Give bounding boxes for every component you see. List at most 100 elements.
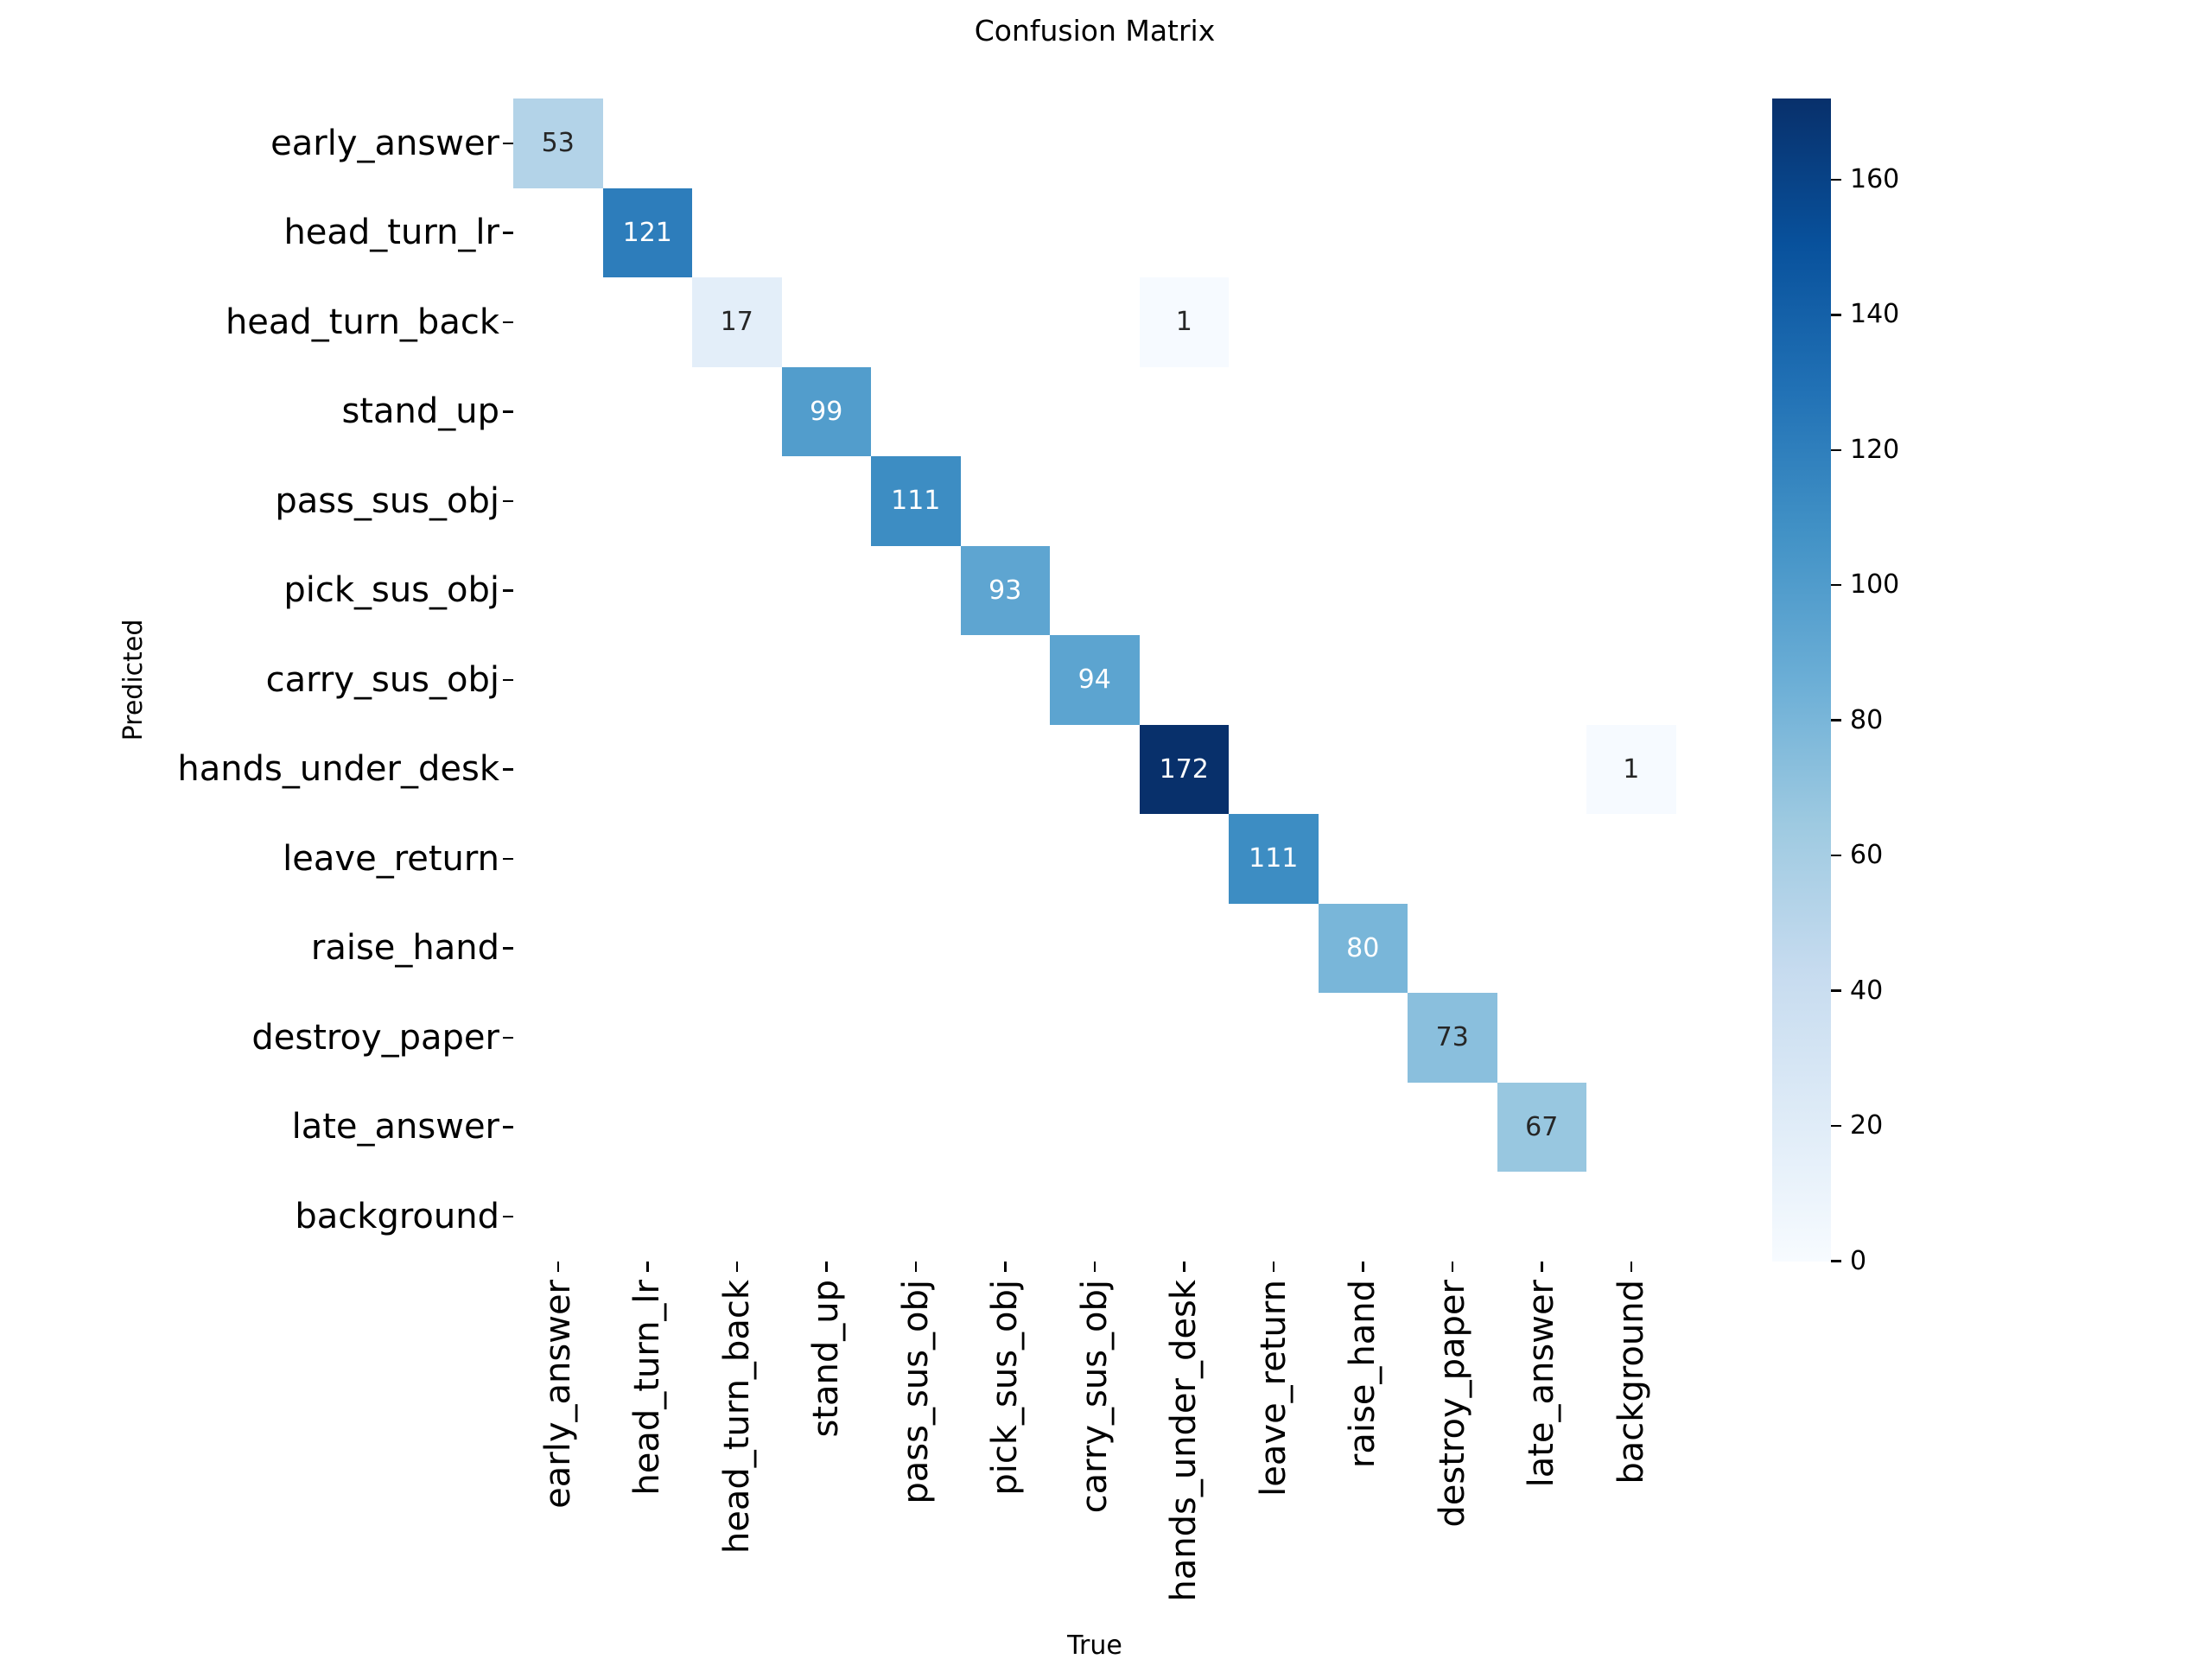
x-tick-label-carry_sus_obj: carry_sus_obj bbox=[1074, 1279, 1115, 1513]
colorbar-tick-label-40: 40 bbox=[1850, 975, 1884, 1006]
x-tick-mark bbox=[1362, 1261, 1364, 1272]
colorbar-tick-mark bbox=[1831, 719, 1841, 721]
colorbar-gradient bbox=[1772, 99, 1831, 1262]
x-tick-mark bbox=[1093, 1261, 1096, 1272]
heatmap-cell-leave_return-leave_return: 111 bbox=[1229, 814, 1319, 904]
cell-value: 172 bbox=[1159, 753, 1209, 785]
cell-value: 80 bbox=[1346, 932, 1380, 963]
y-tick-label-early_answer: early_answer bbox=[270, 123, 499, 163]
x-tick-label-head_turn_lr: head_turn_lr bbox=[627, 1279, 668, 1496]
y-tick-label-head_turn_lr: head_turn_lr bbox=[283, 213, 499, 253]
cell-value: 67 bbox=[1525, 1111, 1559, 1142]
y-tick-label-pick_sus_obj: pick_sus_obj bbox=[283, 570, 499, 611]
x-tick-label-head_turn_back: head_turn_back bbox=[716, 1279, 757, 1554]
x-tick-label-pick_sus_obj: pick_sus_obj bbox=[985, 1279, 1026, 1496]
colorbar-tick-mark bbox=[1831, 314, 1841, 316]
y-tick-mark bbox=[503, 768, 513, 771]
y-tick-label-destroy_paper: destroy_paper bbox=[251, 1017, 499, 1058]
cell-value: 1 bbox=[1175, 307, 1192, 338]
colorbar-tick-label-120: 120 bbox=[1850, 434, 1900, 465]
heatmap-cell-head_turn_back-head_turn_back: 17 bbox=[692, 277, 782, 367]
y-tick-label-hands_under_desk: hands_under_desk bbox=[177, 749, 499, 790]
x-tick-mark bbox=[1451, 1261, 1453, 1272]
x-tick-label-early_answer: early_answer bbox=[537, 1279, 578, 1509]
y-tick-mark bbox=[503, 499, 513, 502]
colorbar-tick-label-20: 20 bbox=[1850, 1110, 1884, 1141]
y-tick-mark bbox=[503, 857, 513, 860]
cell-value: 93 bbox=[988, 575, 1022, 606]
chart-title: Confusion Matrix bbox=[974, 14, 1216, 48]
y-tick-mark bbox=[503, 1126, 513, 1128]
x-tick-mark bbox=[914, 1261, 917, 1272]
y-tick-mark bbox=[503, 1215, 513, 1217]
heatmap-cell-hands_under_desk-background: 1 bbox=[1586, 724, 1676, 814]
x-tick-label-destroy_paper: destroy_paper bbox=[1432, 1279, 1472, 1528]
x-tick-mark bbox=[1272, 1261, 1274, 1272]
cell-value: 111 bbox=[1249, 843, 1299, 874]
heatmap-cell-head_turn_back-hands_under_desk: 1 bbox=[1139, 277, 1229, 367]
heatmap-cell-head_turn_lr-head_turn_lr: 121 bbox=[602, 188, 692, 277]
cell-value: 17 bbox=[720, 307, 753, 338]
y-tick-mark bbox=[503, 678, 513, 681]
heatmap-cell-pick_sus_obj-pick_sus_obj: 93 bbox=[960, 545, 1050, 635]
x-tick-label-background: background bbox=[1611, 1279, 1651, 1484]
colorbar-tick-mark bbox=[1831, 1124, 1841, 1128]
heatmap-cell-destroy_paper-destroy_paper: 73 bbox=[1408, 993, 1497, 1083]
heatmap-cell-hands_under_desk-hands_under_desk: 172 bbox=[1139, 724, 1229, 814]
y-tick-label-raise_hand: raise_hand bbox=[310, 928, 499, 969]
x-tick-mark bbox=[825, 1261, 828, 1272]
y-tick-label-leave_return: leave_return bbox=[283, 838, 499, 879]
colorbar-tick-mark bbox=[1831, 989, 1841, 992]
cell-value: 99 bbox=[810, 396, 843, 427]
x-tick-label-raise_hand: raise_hand bbox=[1343, 1279, 1383, 1468]
y-tick-mark bbox=[503, 589, 513, 592]
y-tick-mark bbox=[503, 947, 513, 950]
x-axis-title: True bbox=[1067, 1630, 1122, 1659]
y-tick-mark bbox=[503, 1036, 513, 1039]
y-tick-mark bbox=[503, 232, 513, 234]
colorbar-tick-label-100: 100 bbox=[1850, 569, 1900, 601]
heatmap-cell-pass_sus_obj-pass_sus_obj: 111 bbox=[871, 456, 961, 546]
cell-value: 53 bbox=[541, 128, 575, 159]
colorbar-tick-mark bbox=[1831, 583, 1841, 587]
heatmap-grid: 53 121 17 1 99 111 93 94 172 1 111 80 73 67 bbox=[513, 99, 1676, 1262]
x-tick-mark bbox=[646, 1261, 649, 1272]
y-tick-mark bbox=[503, 410, 513, 413]
y-tick-mark bbox=[503, 142, 513, 144]
colorbar-tick-mark bbox=[1831, 178, 1841, 181]
heatmap-cell-carry_sus_obj-carry_sus_obj: 94 bbox=[1050, 635, 1140, 725]
x-tick-mark bbox=[1630, 1261, 1632, 1272]
x-tick-label-late_answer: late_answer bbox=[1522, 1279, 1562, 1487]
cell-value: 1 bbox=[1623, 753, 1640, 785]
heatmap-cell-stand_up-stand_up: 99 bbox=[781, 366, 871, 456]
x-tick-mark bbox=[1004, 1261, 1007, 1272]
x-tick-label-stand_up: stand_up bbox=[806, 1279, 847, 1438]
y-tick-mark bbox=[503, 321, 513, 323]
y-tick-label-background: background bbox=[295, 1196, 499, 1236]
x-tick-mark bbox=[556, 1261, 559, 1272]
heatmap-cell-raise_hand-raise_hand: 80 bbox=[1318, 903, 1408, 993]
colorbar-tick-label-0: 0 bbox=[1850, 1245, 1867, 1276]
cell-value: 73 bbox=[1435, 1022, 1469, 1053]
y-tick-label-stand_up: stand_up bbox=[341, 391, 499, 432]
y-tick-label-head_turn_back: head_turn_back bbox=[225, 302, 499, 342]
y-tick-label-pass_sus_obj: pass_sus_obj bbox=[275, 480, 499, 521]
x-tick-label-leave_return: leave_return bbox=[1253, 1279, 1294, 1497]
colorbar-tick-label-140: 140 bbox=[1850, 299, 1900, 330]
cell-value: 111 bbox=[891, 486, 941, 517]
y-axis-title: Predicted bbox=[118, 619, 149, 741]
colorbar-tick-mark bbox=[1831, 1260, 1841, 1262]
cell-value: 121 bbox=[622, 217, 672, 248]
colorbar-tick-label-60: 60 bbox=[1850, 840, 1884, 871]
x-tick-label-hands_under_desk: hands_under_desk bbox=[1164, 1279, 1205, 1602]
heatmap-cell-late_answer-late_answer: 67 bbox=[1497, 1082, 1586, 1172]
x-tick-mark bbox=[1541, 1261, 1543, 1272]
colorbar-tick-mark bbox=[1831, 854, 1841, 857]
x-tick-mark bbox=[735, 1261, 738, 1272]
cell-value: 94 bbox=[1077, 664, 1111, 696]
heatmap-cell-early_answer-early_answer: 53 bbox=[513, 99, 603, 188]
x-tick-mark bbox=[1183, 1261, 1185, 1272]
y-tick-label-late_answer: late_answer bbox=[291, 1107, 499, 1147]
colorbar-tick-label-80: 80 bbox=[1850, 704, 1884, 735]
